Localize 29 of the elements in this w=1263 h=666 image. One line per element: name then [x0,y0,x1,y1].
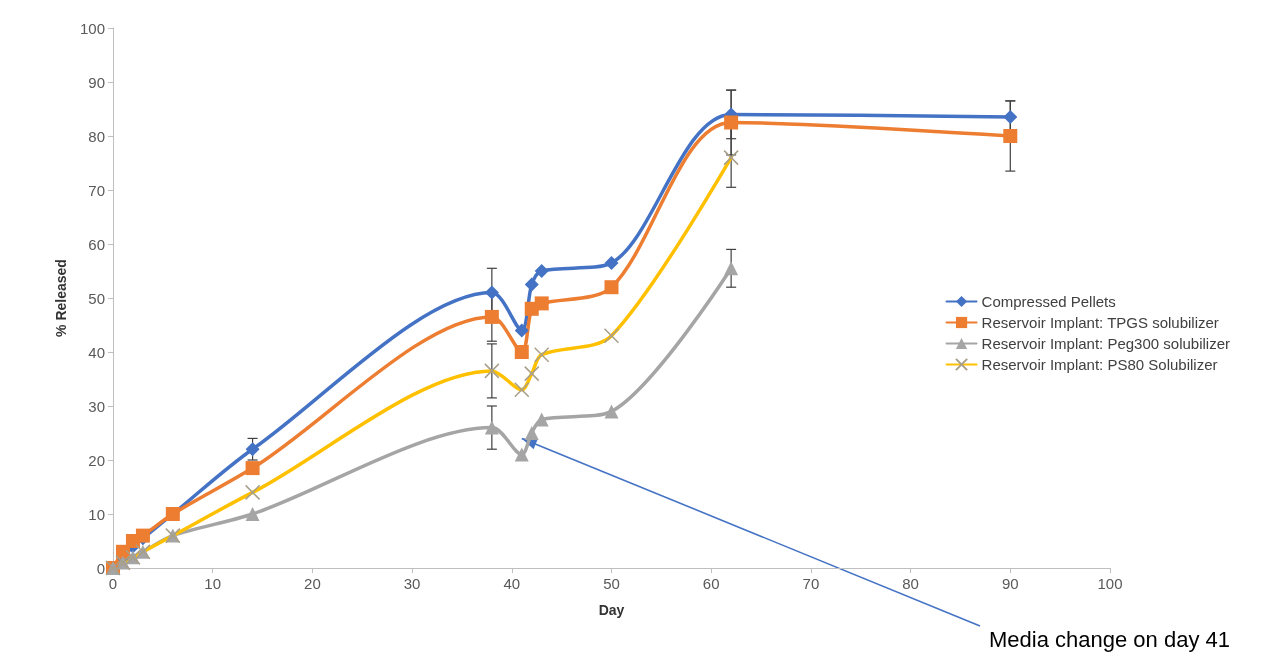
y-tick-label: 10 [88,505,105,523]
x-tick-label: 80 [902,575,919,592]
y-tick-label: 80 [88,127,105,145]
y-tick-label: 30 [88,397,105,415]
x-tick-label: 70 [802,575,820,592]
y-tick-label: 60 [88,235,105,253]
x-tick-label: 50 [603,575,620,592]
x-tick-label: 10 [204,575,222,592]
y-tick-label: 50 [88,289,105,307]
legend-label: Reservoir Implant: Peg300 solubilizer [981,335,1230,352]
y-axis-title: % Released [53,259,69,337]
x-tick-label: 40 [503,575,521,592]
x-tick-label: 20 [304,575,321,592]
y-tick-label: 40 [88,343,105,361]
y-tick-label: 90 [88,73,105,91]
y-tick-label: 0 [96,559,105,577]
legend-label: Compressed Pellets [981,293,1116,310]
legend-label: Reservoir Implant: TPGS solubilizer [981,314,1219,331]
y-tick-label: 70 [88,181,105,199]
annotation: Media change on day 41 [989,626,1231,652]
x-tick-label: 30 [403,575,421,592]
x-tick-label: 60 [702,575,720,592]
x-tick-label: 90 [1001,575,1019,592]
y-tick-label: 100 [79,19,105,37]
legend-label: Reservoir Implant: PS80 Solubilizer [981,356,1218,373]
y-tick-label: 20 [88,451,105,469]
x-tick-label: 0 [108,575,118,592]
x-axis-title: Day [598,602,625,618]
x-tick-label: 100 [1097,575,1123,592]
